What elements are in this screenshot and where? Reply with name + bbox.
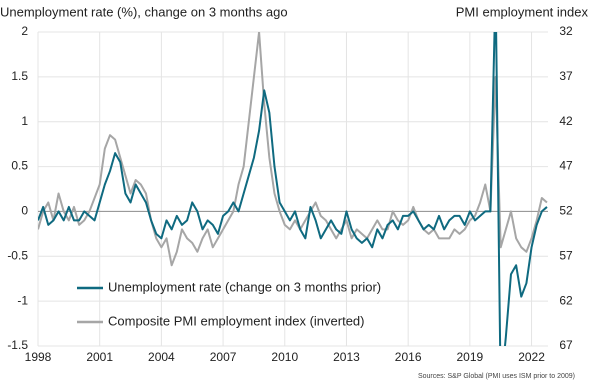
y-tick-label: -0.5 [7, 248, 28, 262]
y-tick-label: 1 [21, 114, 28, 128]
y2-tick-label: 37 [559, 69, 573, 83]
chart-title: Unemployment rate (%), change on 3 month… [0, 4, 288, 19]
x-tick-label: 2022 [518, 350, 545, 364]
source-note: Sources: S&P Global (PMI uses ISM prior … [418, 373, 575, 380]
x-tick-label: 2010 [271, 350, 298, 364]
x-tick-label: 2016 [395, 350, 422, 364]
y2-tick-label: 62 [559, 293, 573, 307]
grid [37, 31, 548, 347]
y2-tick-label: 57 [559, 248, 573, 262]
x-tick-label: 1998 [25, 350, 52, 364]
y-tick-label: 0 [21, 204, 28, 218]
y-tick-label: 0.5 [11, 159, 28, 173]
series-line [38, 32, 548, 346]
y-tick-label: -1.5 [7, 338, 28, 352]
plot-area [38, 32, 548, 346]
y2-tick-label: 67 [559, 338, 573, 352]
x-tick-label: 2013 [333, 350, 360, 364]
legend-label: Unemployment rate (change on 3 months pr… [108, 279, 381, 294]
legend-label: Composite PMI employment index (inverted… [108, 313, 365, 328]
y2-tick-label: 52 [559, 204, 573, 218]
x-tick-label: 2007 [210, 350, 237, 364]
y2-title: PMI employment index [456, 4, 589, 19]
y-tick-label: -1 [17, 293, 28, 307]
y2-tick-label: 47 [559, 159, 573, 173]
y2-tick-label: 32 [559, 24, 573, 38]
y-tick-label: 1.5 [11, 69, 28, 83]
x-tick-label: 2004 [148, 350, 175, 364]
y-tick-label: 2 [21, 24, 28, 38]
y2-tick-label: 42 [559, 114, 573, 128]
series-line [38, 32, 548, 267]
x-tick-label: 2019 [457, 350, 484, 364]
x-tick-label: 2001 [86, 350, 113, 364]
